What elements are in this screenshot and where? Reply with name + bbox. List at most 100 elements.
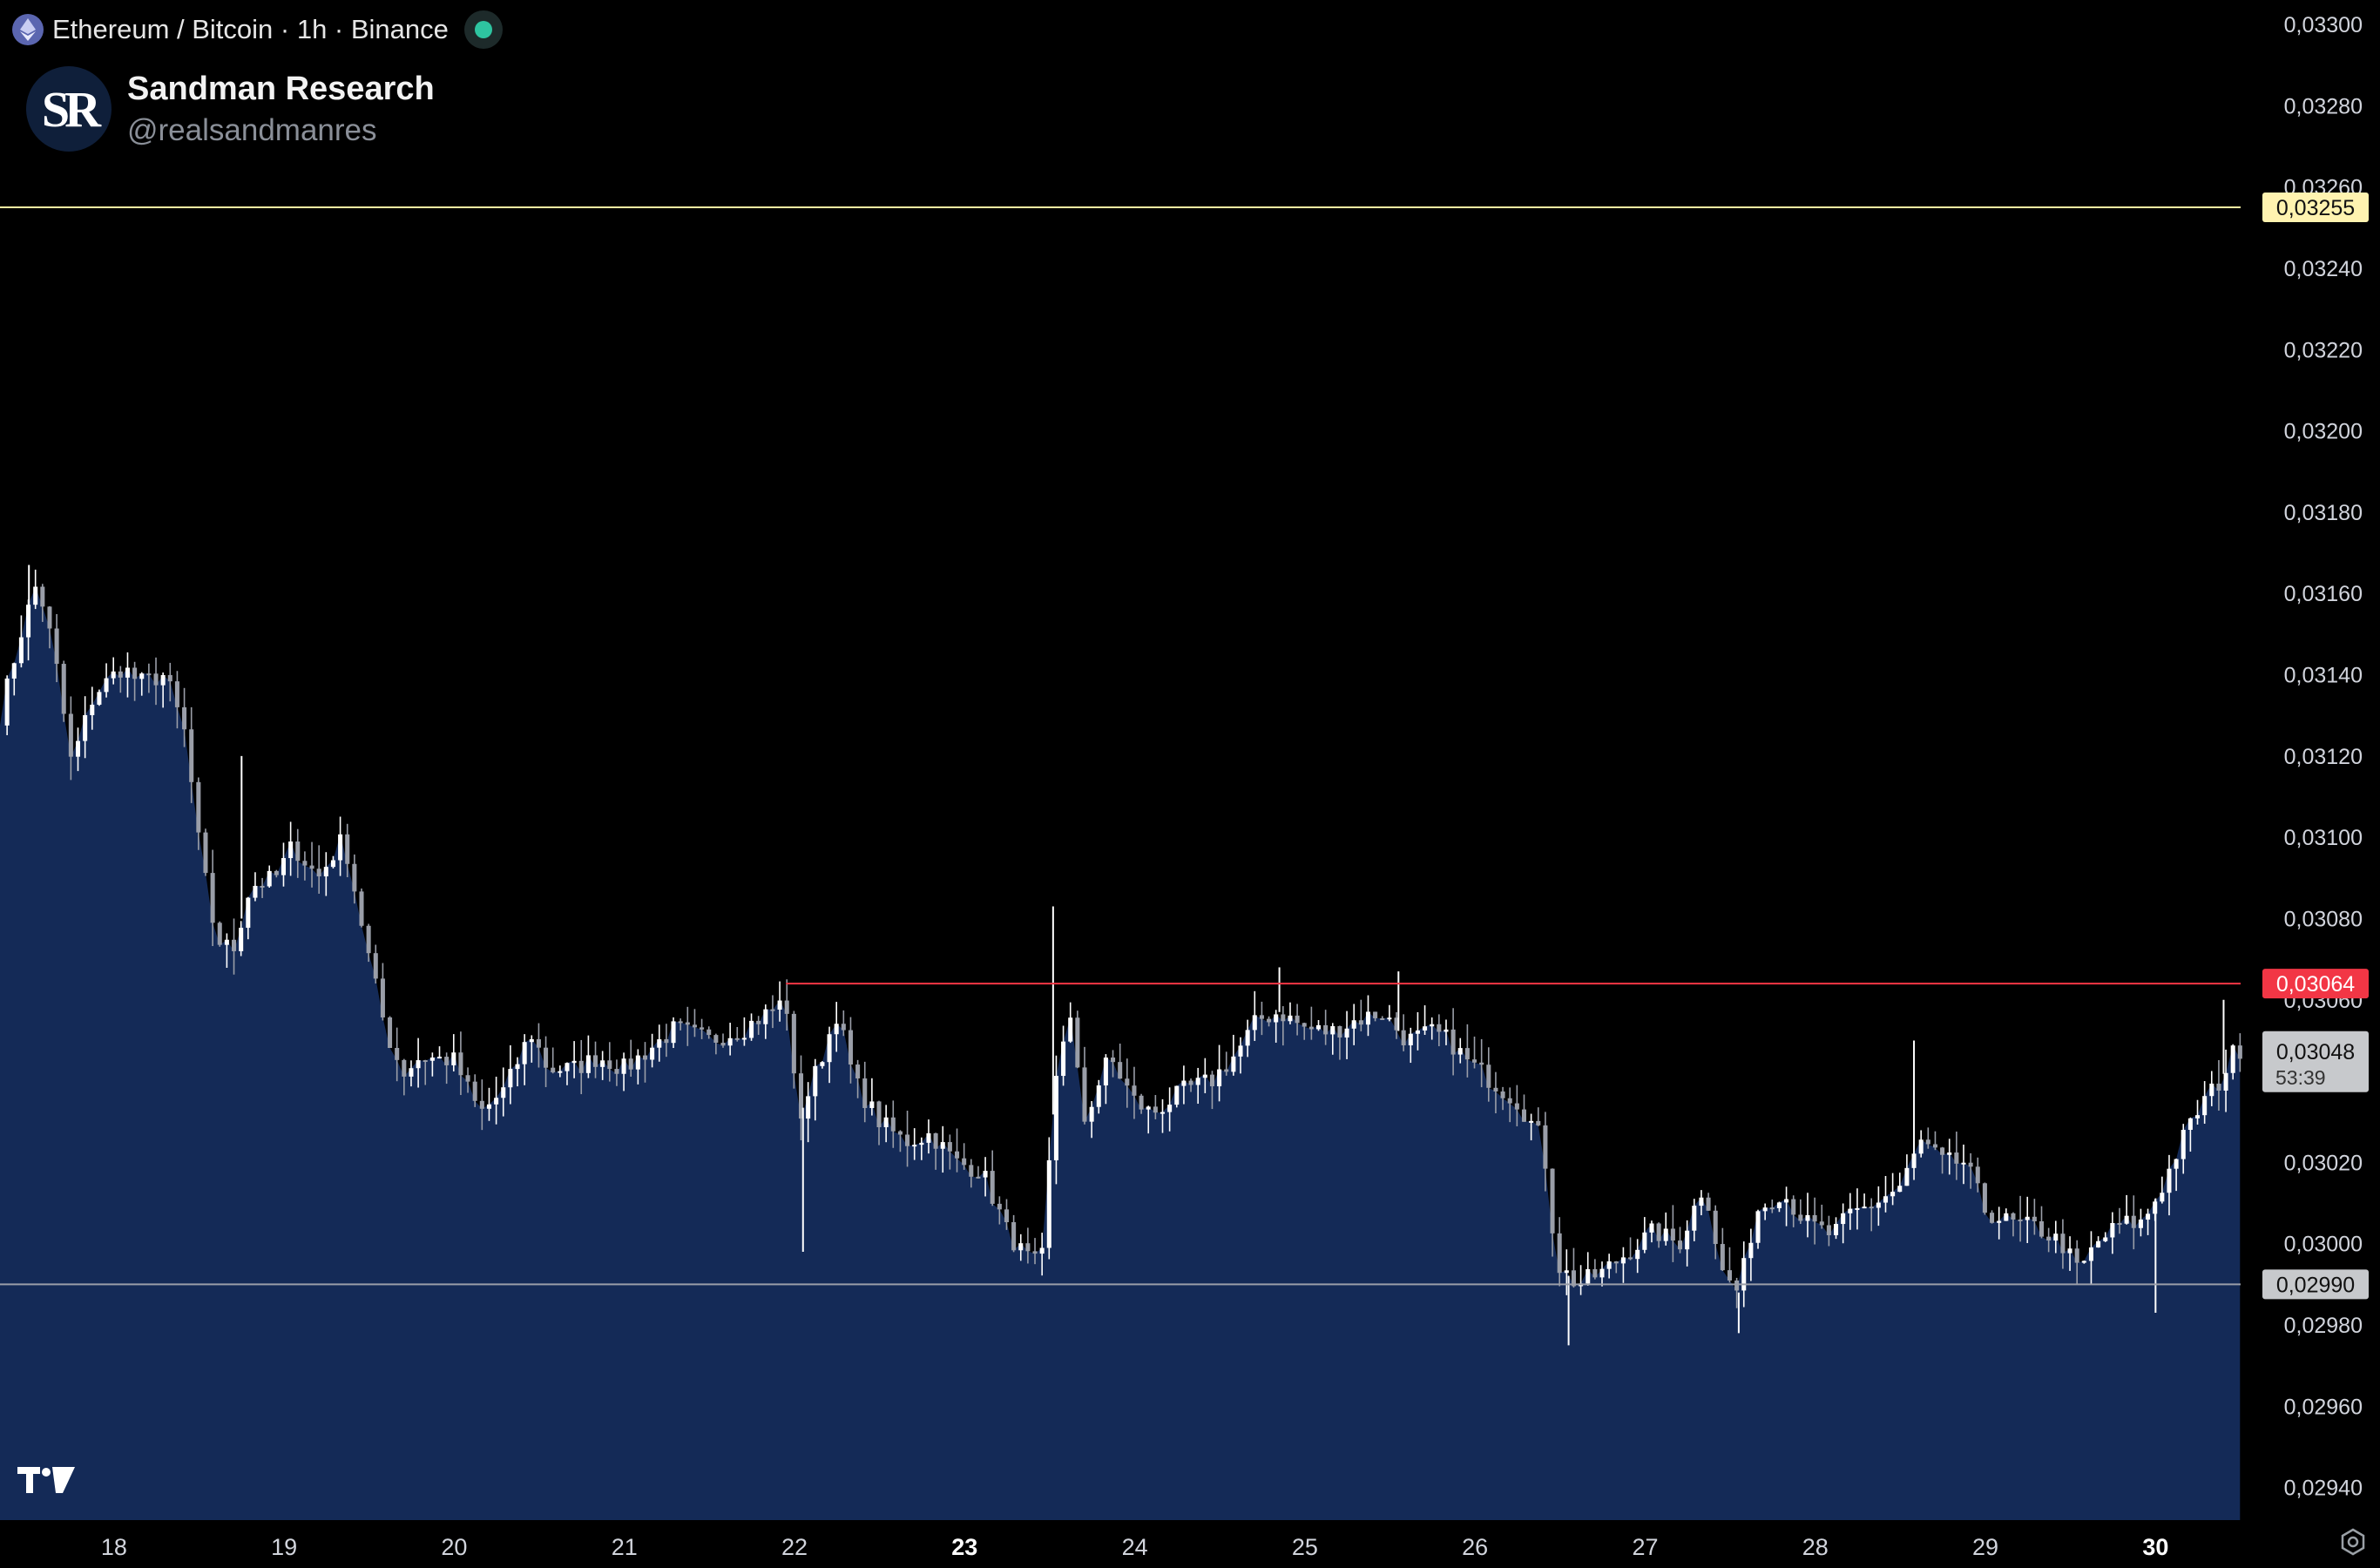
candle bbox=[451, 1034, 456, 1071]
candle bbox=[565, 1062, 570, 1085]
candle bbox=[1295, 1004, 1300, 1036]
candle bbox=[1649, 1220, 1654, 1243]
price-area-fill bbox=[0, 586, 2241, 1520]
candle bbox=[4, 675, 10, 735]
x-tick-label: 23 bbox=[951, 1534, 977, 1560]
candle bbox=[1990, 1210, 1995, 1224]
settings-gear-icon[interactable] bbox=[2338, 1527, 2368, 1561]
candle bbox=[1302, 1022, 1307, 1040]
candle bbox=[104, 663, 109, 698]
candle bbox=[2187, 1117, 2193, 1152]
candle bbox=[1727, 1247, 1732, 1283]
candle bbox=[2216, 1059, 2221, 1111]
candle bbox=[1918, 1130, 1924, 1158]
candle bbox=[1111, 1050, 1116, 1078]
candle bbox=[1373, 1011, 1378, 1022]
candle bbox=[182, 687, 187, 747]
last-price-value: 0,03048 bbox=[2276, 1040, 2355, 1064]
x-tick-label: 29 bbox=[1972, 1534, 1998, 1560]
x-tick-label: 22 bbox=[781, 1534, 808, 1560]
y-tick-label: 0,03020 bbox=[2284, 1151, 2363, 1175]
candle bbox=[1784, 1186, 1789, 1227]
candle bbox=[784, 979, 789, 1031]
candle bbox=[1018, 1233, 1024, 1261]
candle bbox=[1550, 1168, 1555, 1257]
candle bbox=[1699, 1190, 1704, 1216]
candle bbox=[1351, 1004, 1356, 1045]
candle bbox=[1599, 1261, 1605, 1287]
candle bbox=[1457, 1037, 1463, 1064]
candle bbox=[2202, 1081, 2208, 1124]
candle bbox=[2032, 1199, 2037, 1235]
candle bbox=[763, 1004, 768, 1039]
candle bbox=[1493, 1071, 1498, 1113]
tradingview-logo-icon[interactable] bbox=[17, 1465, 75, 1499]
candle bbox=[1932, 1131, 1937, 1151]
candle bbox=[1571, 1247, 1576, 1288]
candle bbox=[40, 584, 45, 622]
candle bbox=[2011, 1212, 2016, 1237]
candle bbox=[983, 1157, 988, 1197]
candle bbox=[664, 1024, 669, 1058]
candle bbox=[1663, 1212, 1668, 1246]
candle bbox=[423, 1059, 428, 1085]
candle bbox=[919, 1137, 924, 1160]
candle bbox=[1841, 1203, 1846, 1244]
candle bbox=[366, 923, 371, 963]
candle bbox=[472, 1074, 477, 1107]
candle bbox=[1167, 1087, 1173, 1132]
candle bbox=[1791, 1195, 1796, 1227]
candle bbox=[614, 1059, 619, 1086]
candle bbox=[1365, 995, 1370, 1037]
candle bbox=[536, 1023, 541, 1068]
candle bbox=[54, 613, 59, 683]
candle bbox=[1521, 1094, 1527, 1122]
candle bbox=[217, 921, 222, 947]
candle bbox=[657, 1024, 662, 1062]
candle bbox=[1642, 1217, 1647, 1254]
candle bbox=[2004, 1208, 2009, 1221]
candle bbox=[1195, 1067, 1200, 1105]
candle bbox=[1252, 990, 1257, 1041]
candle bbox=[1025, 1227, 1031, 1264]
y-tick-label: 0,03280 bbox=[2284, 94, 2363, 118]
candle bbox=[2230, 1044, 2235, 1080]
candle bbox=[281, 842, 287, 887]
candle bbox=[465, 1067, 470, 1093]
candle bbox=[1486, 1047, 1491, 1102]
candle bbox=[678, 1018, 683, 1031]
candle bbox=[2209, 1071, 2214, 1106]
candle bbox=[1692, 1199, 1697, 1241]
symbol-header[interactable]: Ethereum / Bitcoin · 1h · Binance bbox=[12, 10, 503, 49]
candle bbox=[1188, 1078, 1193, 1092]
candle bbox=[770, 995, 775, 1029]
candle bbox=[1125, 1058, 1130, 1108]
candle bbox=[1139, 1093, 1144, 1114]
candle bbox=[890, 1100, 896, 1148]
candle bbox=[607, 1042, 612, 1082]
candle bbox=[1274, 1010, 1279, 1043]
svg-text:0,03064: 0,03064 bbox=[2276, 972, 2355, 997]
candle bbox=[806, 1082, 811, 1143]
candle bbox=[210, 849, 215, 947]
candle bbox=[1053, 1055, 1058, 1185]
candle bbox=[1748, 1228, 1754, 1281]
candle bbox=[855, 1059, 861, 1098]
candle bbox=[295, 828, 301, 878]
candle bbox=[707, 1026, 712, 1039]
candle bbox=[1720, 1227, 1725, 1272]
y-tick-label: 0,03220 bbox=[2284, 338, 2363, 362]
x-tick-label: 19 bbox=[271, 1534, 297, 1560]
ethereum-icon bbox=[12, 14, 44, 45]
candle bbox=[2074, 1240, 2079, 1284]
candle bbox=[1507, 1087, 1512, 1123]
candle bbox=[1089, 1101, 1094, 1139]
resistance-price-tag: 0,03064 bbox=[2262, 969, 2369, 999]
candle bbox=[1536, 1107, 1541, 1126]
candle bbox=[713, 1033, 719, 1055]
candle bbox=[508, 1044, 513, 1105]
candle bbox=[2181, 1124, 2186, 1174]
candle bbox=[1430, 1017, 1435, 1040]
candle bbox=[2146, 1208, 2151, 1235]
